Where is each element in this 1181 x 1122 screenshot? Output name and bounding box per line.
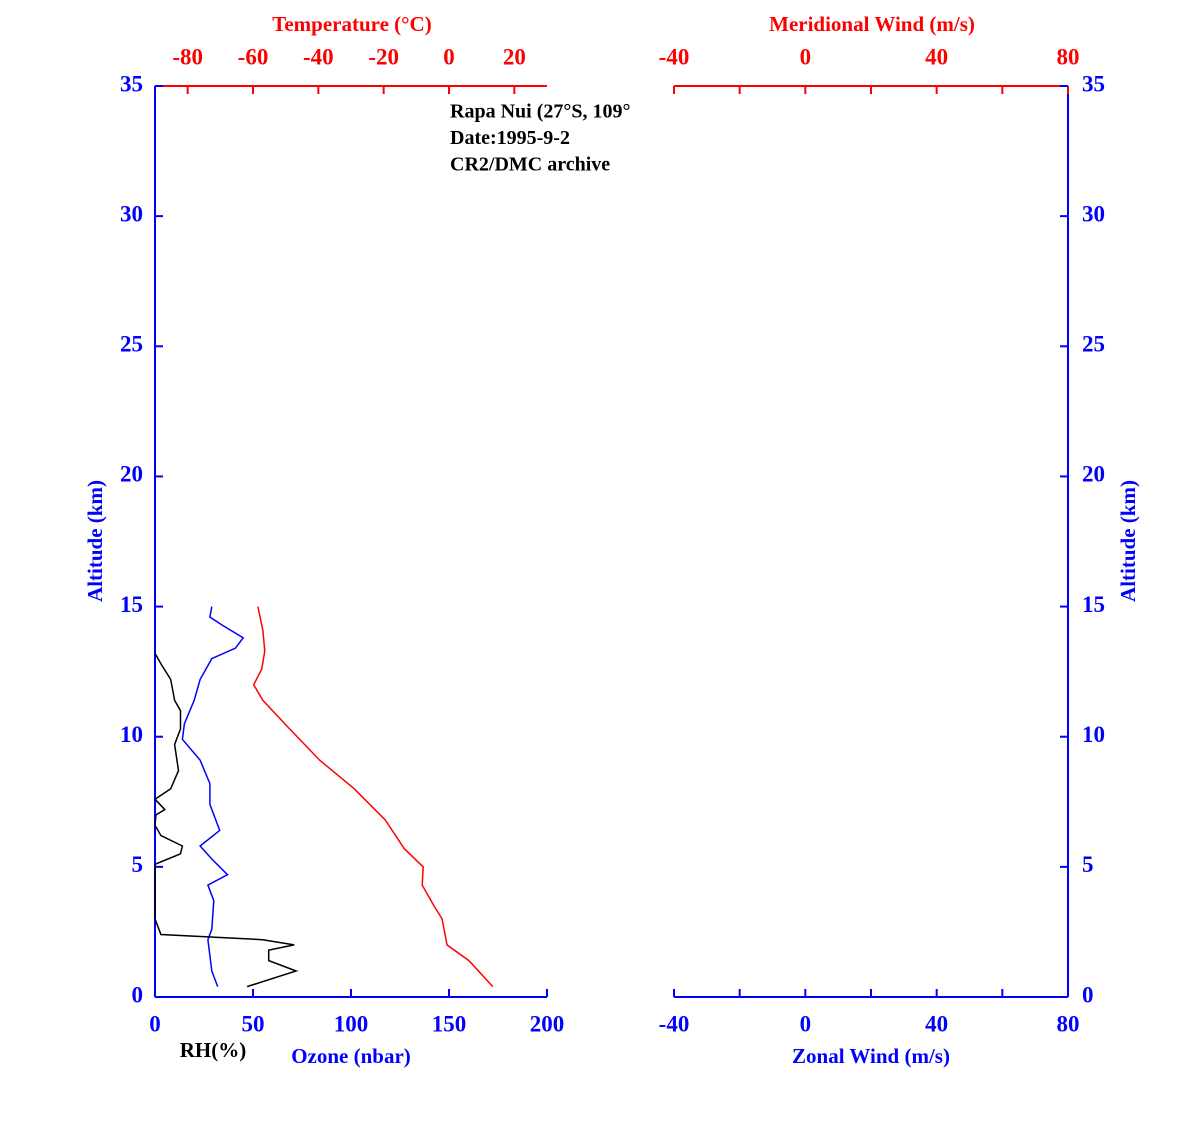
x2-tick-label: -20 <box>368 44 399 69</box>
y-tick-label: 0 <box>1082 982 1094 1007</box>
x-axis-label: Ozone (nbar) <box>291 1044 411 1068</box>
x2-tick-label: -40 <box>659 44 690 69</box>
x2-tick-label: -40 <box>303 44 334 69</box>
x2-tick-label: 0 <box>800 44 812 69</box>
annotation: CR2/DMC archive <box>450 154 610 176</box>
x-tick-label: 150 <box>432 1011 467 1036</box>
y-tick-label: 35 <box>120 71 143 96</box>
x-tick-label: 40 <box>925 1011 948 1036</box>
annotation: Rapa Nui (27°S, 109° <box>450 101 630 123</box>
x-tick-label: 0 <box>800 1011 812 1036</box>
y-tick-label: 5 <box>132 852 144 877</box>
profile-line <box>252 606 494 988</box>
x-axis-label: Zonal Wind (m/s) <box>792 1044 950 1068</box>
x-tick-label: 200 <box>530 1011 565 1036</box>
x2-tick-label: 40 <box>925 44 948 69</box>
x-tick-label: -40 <box>659 1011 690 1036</box>
y-tick-label: 20 <box>1082 462 1105 487</box>
x-tick-label: 50 <box>242 1011 265 1036</box>
y-tick-label: 30 <box>1082 201 1105 226</box>
y-tick-label: 25 <box>1082 332 1105 357</box>
annotation: Date:1995-9-2 <box>450 127 570 149</box>
y-axis-label: Altitude (km) <box>83 480 107 602</box>
x2-tick-label: -80 <box>172 44 203 69</box>
x-tick-label: 0 <box>149 1011 161 1036</box>
x2-tick-label: -60 <box>238 44 269 69</box>
y-tick-label: 15 <box>120 592 143 617</box>
y-tick-label: 20 <box>120 462 143 487</box>
y-axis-label: Altitude (km) <box>1116 480 1140 602</box>
profile-line <box>153 653 299 988</box>
y-tick-label: 10 <box>1082 722 1105 747</box>
y-tick-label: 30 <box>120 201 143 226</box>
y-tick-label: 35 <box>1082 71 1105 96</box>
x-tick-label: 80 <box>1057 1011 1080 1036</box>
profile-line <box>181 606 245 987</box>
x2-tick-label: 80 <box>1057 44 1080 69</box>
y-tick-label: 25 <box>120 332 143 357</box>
x2-tick-label: 0 <box>443 44 455 69</box>
x2-tick-label: 20 <box>503 44 526 69</box>
y-tick-label: 5 <box>1082 852 1094 877</box>
y-tick-label: 15 <box>1082 592 1105 617</box>
y-tick-label: 0 <box>132 982 144 1007</box>
rh-axis-label: RH(%) <box>180 1038 247 1062</box>
x2-axis-label: Meridional Wind (m/s) <box>769 12 975 36</box>
x-tick-label: 100 <box>334 1011 369 1036</box>
y-tick-label: 10 <box>120 722 143 747</box>
x2-axis-label: Temperature (°C) <box>272 12 431 36</box>
